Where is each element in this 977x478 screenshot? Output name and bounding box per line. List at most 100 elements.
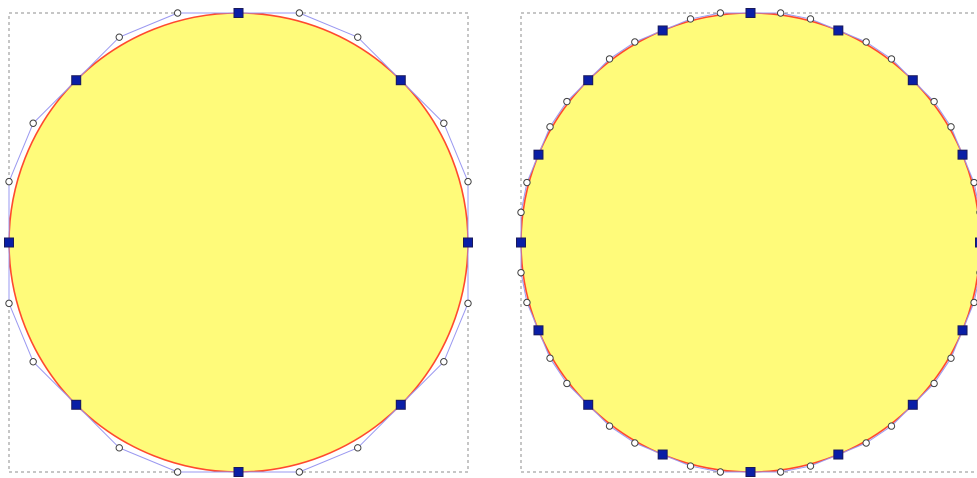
circle-handle-icon[interactable] [605, 55, 614, 63]
circle-handle-icon[interactable] [464, 177, 472, 186]
circle-handle-icon[interactable] [115, 33, 123, 41]
control-polygon-segment [8, 303, 34, 362]
square-node-icon[interactable] [463, 237, 473, 248]
circle-handle-icon[interactable] [546, 123, 554, 131]
square-node-icon[interactable] [233, 8, 244, 18]
circle-handle-icon[interactable] [464, 299, 472, 308]
square-node-icon[interactable] [71, 399, 82, 410]
square-node-icon[interactable] [833, 25, 844, 36]
circle-handle-icon[interactable] [887, 422, 896, 430]
control-polygon-segment [609, 425, 636, 444]
control-polygon-segment [520, 272, 528, 303]
circle-handle-icon[interactable] [862, 38, 870, 46]
control-polygon-segment [690, 12, 721, 20]
circle-handle-icon[interactable] [605, 422, 614, 430]
square-node-icon[interactable] [533, 325, 544, 336]
control-polygon-segment [299, 12, 358, 38]
handle-line [357, 404, 402, 449]
square-node-icon[interactable] [533, 149, 544, 160]
circle-handle-icon[interactable] [523, 298, 531, 307]
control-polygon-segment [865, 41, 892, 60]
control-polygon-segment [973, 182, 977, 200]
control-polygon-segment [520, 182, 528, 213]
square-node-icon[interactable] [71, 75, 82, 86]
circle-handle-icon[interactable] [354, 33, 362, 41]
circle-handle-icon[interactable] [686, 462, 695, 470]
circle-handle-icon[interactable] [970, 178, 977, 187]
square-node-icon[interactable] [907, 399, 918, 410]
circle-handle-icon[interactable] [295, 468, 304, 476]
circle-handle-icon[interactable] [440, 358, 448, 366]
circle-handle-icon[interactable] [947, 123, 955, 131]
circle-handle-icon[interactable] [631, 38, 639, 46]
circle-handle-icon[interactable] [523, 178, 531, 187]
circle-handle-icon[interactable] [546, 354, 554, 362]
circle-handle-icon[interactable] [776, 9, 785, 17]
square-node-icon[interactable] [657, 25, 668, 36]
circle-handle-icon[interactable] [806, 15, 815, 23]
handle-line [400, 79, 445, 124]
circle-handle-icon[interactable] [5, 177, 13, 186]
circle-handle-icon[interactable] [115, 444, 123, 452]
circle-handle-icon[interactable] [173, 9, 182, 17]
handle-line [75, 404, 120, 449]
handle-line [32, 361, 77, 406]
control-polygon-segment [549, 101, 568, 128]
control-polygon-segment [690, 465, 721, 473]
circle-handle-icon[interactable] [354, 444, 362, 452]
square-node-icon[interactable] [745, 467, 756, 477]
square-node-icon[interactable] [583, 75, 594, 86]
circle-handle-icon[interactable] [686, 15, 695, 23]
handle-line [32, 79, 77, 124]
circle-handle-icon[interactable] [295, 9, 304, 17]
control-polygon-segment [973, 285, 977, 303]
square-node-icon[interactable] [975, 237, 977, 248]
handle-line [75, 36, 120, 81]
control-polygon-segment [443, 303, 469, 362]
control-polygon-segment [865, 425, 892, 444]
circle-handle-icon[interactable] [887, 55, 896, 63]
square-node-icon[interactable] [907, 75, 918, 86]
square-node-icon[interactable] [583, 399, 594, 410]
square-node-icon[interactable] [745, 8, 756, 18]
square-node-icon[interactable] [957, 325, 968, 336]
circle-handle-icon[interactable] [776, 468, 785, 476]
square-node-icon[interactable] [833, 449, 844, 460]
circle-handle-icon[interactable] [440, 119, 448, 127]
circle-handle-icon[interactable] [930, 97, 938, 106]
control-polygon-segment [119, 447, 178, 473]
control-polygon-segment [8, 123, 34, 182]
control-polygon-segment [549, 357, 568, 384]
control-polygon-segment [933, 101, 952, 128]
circle-handle-icon[interactable] [29, 119, 37, 127]
circle-handle-icon[interactable] [970, 298, 977, 307]
circle-handle-icon[interactable] [517, 208, 525, 217]
circle-handle-icon[interactable] [563, 97, 571, 106]
control-polygon-segment [119, 12, 178, 38]
circle-handle-icon[interactable] [930, 379, 938, 388]
handle-line [400, 361, 445, 406]
square-node-icon[interactable] [4, 237, 14, 248]
circle-handle-icon[interactable] [563, 379, 571, 388]
circle-handle-icon[interactable] [29, 358, 37, 366]
square-node-icon[interactable] [233, 467, 244, 477]
circle-handle-icon[interactable] [5, 299, 13, 308]
circle-handle-icon[interactable] [631, 439, 639, 447]
circle-handle-icon[interactable] [947, 354, 955, 362]
control-polygon-segment [933, 357, 952, 384]
circle-handle-icon[interactable] [173, 468, 182, 476]
square-node-icon[interactable] [957, 149, 968, 160]
circle-handle-icon[interactable] [806, 462, 815, 470]
handle-line [357, 36, 402, 81]
square-node-icon[interactable] [395, 75, 406, 86]
square-node-icon[interactable] [395, 399, 406, 410]
circle-handle-icon[interactable] [716, 9, 725, 17]
square-node-icon[interactable] [516, 237, 526, 248]
circle-handle-icon[interactable] [862, 439, 870, 447]
control-polygon-segment [299, 447, 358, 473]
circle-handle-icon[interactable] [517, 268, 525, 277]
control-polygon-segment [609, 41, 636, 60]
circle-handle-icon[interactable] [716, 468, 725, 476]
square-node-icon[interactable] [657, 449, 668, 460]
